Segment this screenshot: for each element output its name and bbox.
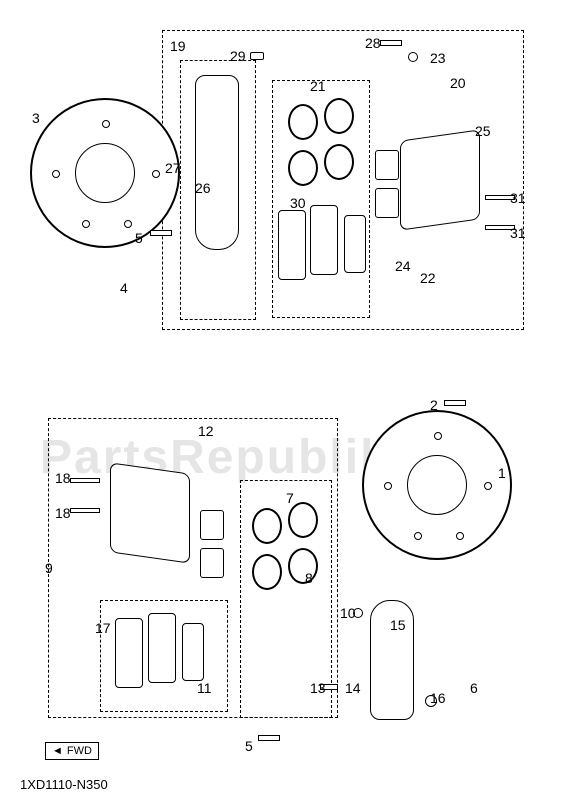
callout-number: 13 — [310, 680, 326, 696]
callout-number: 6 — [470, 680, 478, 696]
bolt — [250, 52, 264, 60]
callout-number: 9 — [45, 560, 53, 576]
seal-ring — [288, 150, 318, 186]
bolt-hole — [82, 220, 90, 228]
callout-number: 28 — [365, 35, 381, 51]
seal-ring — [288, 548, 318, 584]
callout-number: 11 — [197, 680, 212, 696]
piston — [375, 150, 399, 180]
piston — [200, 548, 224, 578]
callout-number: 18 — [55, 505, 71, 521]
seal-ring — [324, 98, 354, 134]
brake-pad — [278, 210, 306, 280]
callout-number: 5 — [245, 738, 253, 754]
bolt — [380, 40, 402, 46]
callout-number: 12 — [198, 423, 214, 439]
diagram-part-code: 1XD1110-N350 — [20, 777, 108, 792]
callout-number: 27 — [165, 160, 181, 176]
callout-number: 19 — [170, 38, 186, 54]
callout-number: 17 — [95, 620, 111, 636]
seal-ring — [288, 104, 318, 140]
callout-number: 8 — [305, 570, 313, 586]
callout-number: 16 — [430, 690, 446, 706]
piston — [200, 510, 224, 540]
callout-number: 30 — [290, 195, 306, 211]
fwd-label: FWD — [67, 745, 92, 757]
group-box-seals-upper — [272, 80, 370, 318]
bolt-hole — [152, 170, 160, 178]
pad-shim — [344, 215, 366, 273]
bolt-hole — [434, 432, 442, 440]
callout-number: 5 — [135, 230, 143, 246]
brake-pad — [115, 618, 143, 688]
callout-number: 14 — [345, 680, 361, 696]
seal-ring — [252, 508, 282, 544]
disc-hub — [407, 455, 467, 515]
brake-disc-left — [30, 98, 180, 248]
callout-number: 24 — [395, 258, 411, 274]
brake-disc-right — [362, 410, 512, 560]
callout-number: 3 — [32, 110, 40, 126]
pin — [70, 508, 100, 513]
disc-hub — [75, 143, 135, 203]
brake-pad — [310, 205, 338, 275]
pin — [70, 478, 100, 483]
bolt — [258, 735, 280, 741]
fwd-indicator: ◄ FWD — [45, 742, 99, 760]
bolt-hole — [414, 532, 422, 540]
callout-number: 4 — [120, 280, 128, 296]
brake-pad — [148, 613, 176, 683]
callout-number: 26 — [195, 180, 211, 196]
callout-number: 31 — [510, 190, 526, 206]
callout-number: 2 — [430, 397, 438, 413]
callout-number: 21 — [310, 78, 326, 94]
callout-number: 18 — [55, 470, 71, 486]
fwd-arrow-icon: ◄ — [52, 745, 63, 757]
caliper-lower — [110, 462, 190, 563]
callout-number: 15 — [390, 617, 406, 633]
bolt-hole — [384, 482, 392, 490]
pad-shim — [182, 623, 204, 681]
callout-number: 20 — [450, 75, 466, 91]
caliper-bracket-upper — [195, 75, 239, 250]
piston — [375, 188, 399, 218]
parts-diagram: PartsRepublik — [0, 0, 569, 800]
callout-number: 29 — [230, 48, 246, 64]
nut — [408, 52, 418, 62]
callout-number: 23 — [430, 50, 446, 66]
bolt-hole — [484, 482, 492, 490]
bolt-hole — [456, 532, 464, 540]
bolt — [444, 400, 466, 406]
seal-ring — [288, 502, 318, 538]
seal-ring — [324, 144, 354, 180]
callout-number: 22 — [420, 270, 436, 286]
bolt-hole — [102, 120, 110, 128]
caliper-upper — [400, 129, 480, 230]
seal-ring — [252, 554, 282, 590]
callout-number: 1 — [498, 465, 506, 481]
bolt-hole — [52, 170, 60, 178]
callout-number: 7 — [286, 490, 294, 506]
callout-number: 31 — [510, 225, 526, 241]
bolt-hole — [124, 220, 132, 228]
bolt — [150, 230, 172, 236]
callout-number: 10 — [340, 605, 356, 621]
callout-number: 25 — [475, 123, 491, 139]
